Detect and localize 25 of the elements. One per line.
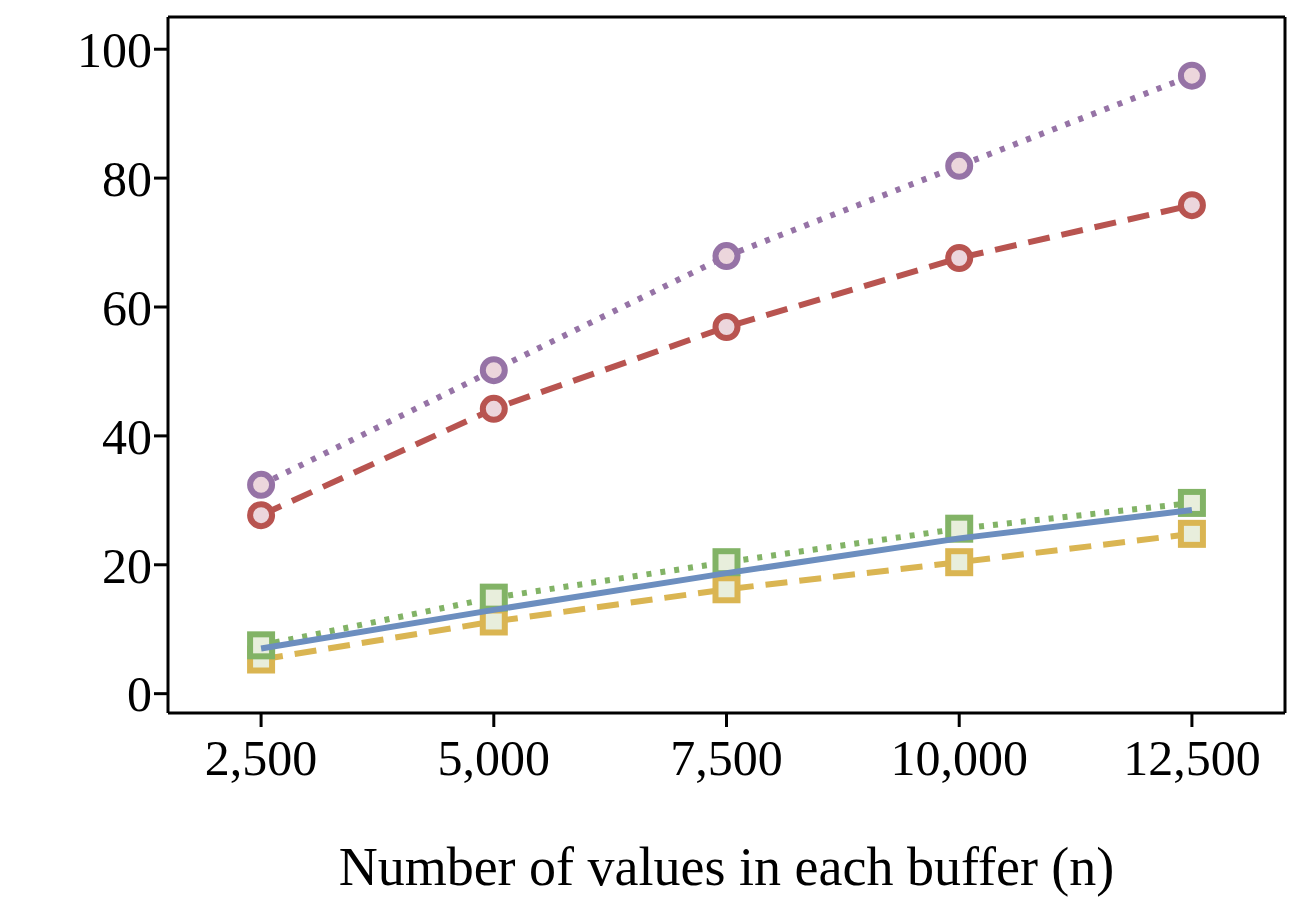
point <box>1177 61 1206 90</box>
point <box>247 470 276 499</box>
point <box>945 151 974 180</box>
point <box>945 548 974 577</box>
point <box>945 244 974 273</box>
point <box>247 501 276 530</box>
y-tick-label: 20 <box>102 537 152 594</box>
point <box>479 356 508 385</box>
x-axis-title: Number of values in each buffer (n) <box>338 837 1115 897</box>
point <box>1177 191 1206 220</box>
point <box>712 575 741 604</box>
y-tick-label: 100 <box>77 21 152 78</box>
y-tick-label: 0 <box>127 666 152 723</box>
x-tick-label: 12,500 <box>1123 729 1261 786</box>
y-tick-label: 80 <box>102 150 152 207</box>
x-tick-label: 5,000 <box>437 729 551 786</box>
point <box>712 312 741 341</box>
x-tick-label: 2,500 <box>204 729 318 786</box>
x-tick-label: 7,500 <box>670 729 783 786</box>
point <box>1177 519 1206 548</box>
x-tick-label: 10,000 <box>890 729 1028 786</box>
y-tick-label: 40 <box>102 408 152 465</box>
point <box>712 242 741 271</box>
point <box>479 394 508 423</box>
y-tick-label: 60 <box>102 279 152 336</box>
